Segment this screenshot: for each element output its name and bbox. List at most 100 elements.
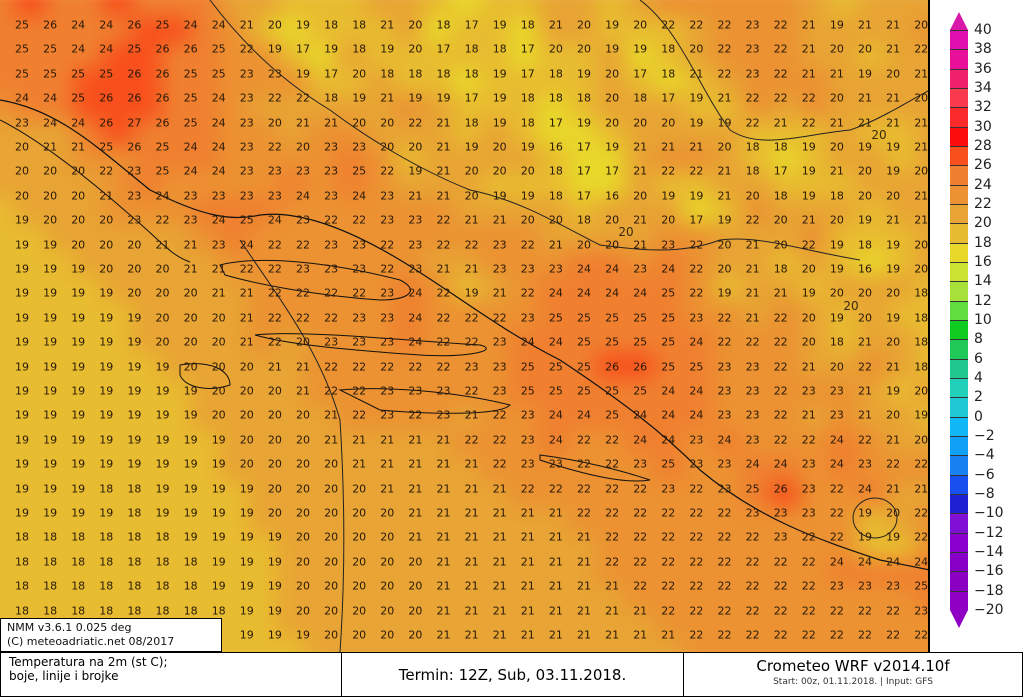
island-outline (179, 363, 231, 389)
grid-value: 19 (71, 311, 86, 325)
grid-value: 22 (745, 604, 760, 618)
grid-value: 17 (464, 91, 479, 105)
grid-value: 21 (633, 164, 648, 178)
grid-value: 23 (352, 335, 367, 349)
grid-value: 19 (380, 42, 395, 56)
grid-value: 18 (773, 189, 788, 203)
grid-value: 22 (914, 530, 929, 544)
grid-value: 22 (324, 384, 339, 398)
grid-value: 25 (155, 18, 170, 32)
grid-value: 19 (71, 384, 86, 398)
grid-value: 24 (829, 555, 844, 569)
grid-value: 19 (127, 311, 142, 325)
grid-value: 20 (661, 213, 676, 227)
grid-value: 19 (801, 189, 816, 203)
grid-value: 22 (689, 579, 704, 593)
grid-value: 22 (689, 482, 704, 496)
grid-value: 26 (633, 360, 648, 374)
grid-value: 18 (127, 482, 142, 496)
grid-value: 24 (605, 286, 620, 300)
grid-value: 17 (436, 42, 451, 56)
grid-value: 21 (408, 433, 423, 447)
grid-value: 20 (745, 189, 760, 203)
grid-value: 19 (71, 286, 86, 300)
grid-value: 21 (914, 116, 929, 130)
grid-value: 19 (43, 506, 58, 520)
grid-value: 19 (15, 213, 29, 227)
grid-value: 23 (267, 67, 282, 81)
grid-value: 24 (829, 457, 844, 471)
grid-value: 18 (352, 18, 367, 32)
grid-value: 21 (380, 433, 395, 447)
grid-value: 22 (436, 213, 451, 227)
grid-value: 21 (464, 262, 479, 276)
grid-value: 22 (745, 335, 760, 349)
grid-value: 25 (605, 335, 620, 349)
grid-value: 21 (745, 238, 760, 252)
grid-value: 20 (380, 555, 395, 569)
grid-value: 22 (520, 238, 535, 252)
grid-value: 22 (661, 506, 676, 520)
grid-value: 21 (408, 189, 423, 203)
colorbar-band (950, 281, 968, 301)
grid-value: 20 (492, 164, 507, 178)
grid-value: 20 (380, 116, 395, 130)
grid-value: 23 (520, 262, 535, 276)
grid-value: 21 (155, 238, 170, 252)
grid-value: 22 (773, 433, 788, 447)
grid-value: 20 (183, 360, 198, 374)
grid-value: 21 (239, 335, 254, 349)
grid-value: 18 (520, 91, 535, 105)
grid-value: 19 (155, 506, 170, 520)
grid-value: 22 (689, 238, 704, 252)
grid-value: 20 (296, 482, 310, 496)
grid-value: 23 (717, 482, 732, 496)
grid-value: 18 (464, 42, 479, 56)
grid-value: 25 (633, 335, 648, 349)
grid-value: 20 (183, 335, 198, 349)
grid-value: 20 (267, 482, 282, 496)
grid-value: 18 (577, 213, 591, 227)
grid-value: 22 (380, 360, 395, 374)
grid-value: 18 (71, 555, 86, 569)
grid-value: 21 (99, 189, 114, 203)
grid-value: 24 (43, 91, 58, 105)
grid-value: 21 (408, 482, 423, 496)
grid-value: 20 (99, 262, 114, 276)
grid-value: 20 (886, 408, 901, 422)
grid-value: 20 (267, 384, 282, 398)
grid-value: 21 (548, 555, 563, 569)
grid-value: 21 (436, 579, 451, 593)
grid-value: 20 (633, 18, 648, 32)
grid-value: 18 (324, 91, 339, 105)
grid-value: 19 (211, 555, 226, 569)
grid-value: 22 (548, 482, 563, 496)
grid-value: 20 (15, 140, 29, 154)
grid-value: 22 (464, 311, 479, 325)
grid-value: 18 (183, 555, 198, 569)
grid-value: 21 (436, 482, 451, 496)
grid-value: 21 (436, 555, 451, 569)
grid-value: 25 (633, 311, 648, 325)
grid-value: 25 (661, 335, 676, 349)
grid-value: 23 (492, 262, 507, 276)
grid-value: 22 (436, 335, 451, 349)
grid-value: 20 (801, 262, 816, 276)
grid-value: 19 (829, 238, 844, 252)
grid-value: 23 (773, 530, 788, 544)
grid-value: 23 (380, 311, 395, 325)
grid-value: 20 (324, 555, 339, 569)
grid-value: 23 (858, 457, 872, 471)
grid-value: 22 (717, 335, 732, 349)
grid-value: 20 (211, 311, 226, 325)
grid-value: 24 (717, 433, 732, 447)
grid-value: 22 (914, 42, 929, 56)
grid-value: 20 (71, 189, 86, 203)
grid-value: 20 (239, 433, 254, 447)
grid-value: 23 (633, 262, 648, 276)
colorbar-band (950, 204, 968, 224)
grid-value: 21 (352, 433, 367, 447)
variable-title: Temperatura na 2m (st C); (9, 655, 168, 669)
grid-value: 22 (267, 140, 282, 154)
grid-value: 20 (605, 116, 620, 130)
